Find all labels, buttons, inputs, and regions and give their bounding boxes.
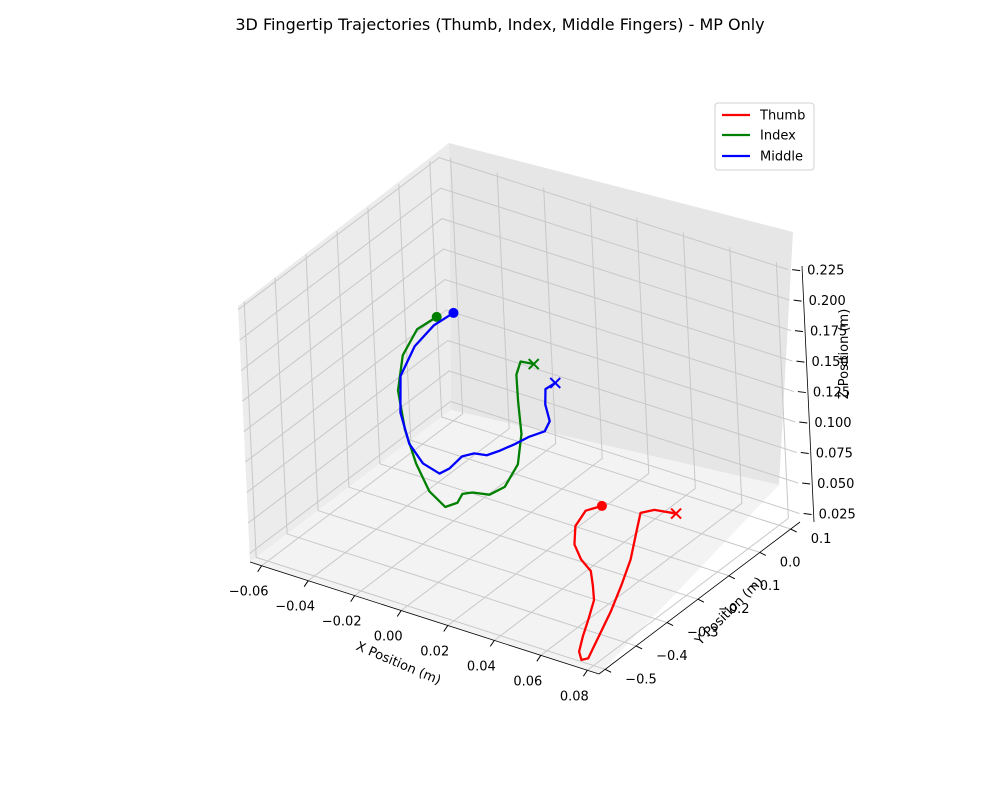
x-tick-label: −0.06: [229, 585, 269, 600]
z-tick-label: 0.050: [817, 477, 854, 492]
x-tick-label: 0.02: [420, 644, 449, 659]
left-pane: [238, 143, 451, 562]
legend-label-index: Index: [760, 129, 796, 144]
z-tick-label: 0.125: [813, 386, 850, 401]
grid-line-y: [398, 184, 760, 553]
z-tick: [794, 330, 804, 333]
z-tick: [797, 391, 806, 394]
end-marker-index: [528, 358, 540, 370]
grid-line-z: [249, 400, 800, 554]
y-tick-label: 0.1: [811, 532, 832, 547]
y-tick: [666, 622, 674, 627]
grid-line-z: [237, 157, 789, 311]
grid-line-z: [240, 218, 792, 372]
x-tick: [257, 565, 263, 573]
start-marker-thumb: [596, 500, 607, 511]
z-tick-label: 0.025: [819, 507, 856, 522]
series-line-thumb: [573, 504, 678, 661]
z-axis-label: Z Position (m): [837, 309, 852, 400]
trajectories: [396, 307, 682, 661]
y-tick: [697, 598, 705, 603]
z-tick: [803, 512, 812, 515]
end-marker-middle: [549, 377, 561, 389]
grid-line-z: [239, 187, 790, 341]
series-line-middle: [399, 311, 557, 475]
y-tick: [604, 668, 612, 673]
z-tick-label: 0.225: [807, 264, 844, 279]
grid-line-z: [243, 279, 795, 432]
y-tick: [790, 528, 797, 533]
chart-title: 3D Fingertip Trajectories (Thumb, Index,…: [235, 15, 764, 34]
x-tick: [489, 640, 495, 647]
x-tick-label: 0.08: [560, 689, 589, 704]
y-tick-label: 0.0: [780, 555, 801, 570]
z-tick: [802, 482, 811, 485]
legend-label-middle: Middle: [760, 150, 803, 165]
z-tick-label: 0.200: [809, 294, 846, 309]
x-tick-label: 0.06: [513, 674, 542, 689]
z-tick: [792, 269, 801, 272]
y-tick: [635, 645, 643, 650]
x-tick-label: 0.04: [467, 659, 496, 674]
grid-line-x: [307, 172, 510, 582]
z-tick: [800, 452, 809, 455]
x-tick-label: −0.02: [322, 615, 362, 630]
grid-line-x: [447, 217, 650, 626]
y-axis-line: [598, 521, 801, 675]
z-tick-label: 0.100: [814, 416, 851, 431]
grid-lines: [237, 157, 800, 671]
start-marker-index: [431, 311, 442, 322]
z-tick: [799, 421, 808, 424]
y-tick-label: −0.2: [718, 602, 750, 617]
end-marker-thumb: [670, 507, 682, 520]
grid-line-y: [274, 277, 637, 647]
grid-line-y: [243, 301, 606, 670]
axes: −0.06 −0.04 −0.02 0.00 0.02 0.04 0.06 0.08 −0.5 −…: [229, 264, 856, 705]
grid-line-x: [493, 232, 696, 641]
grid-line-y: [367, 207, 730, 577]
z-tick-label: 0.150: [811, 355, 848, 370]
x-tick: [443, 625, 449, 632]
x-tick: [350, 595, 356, 602]
x-tick: [582, 669, 588, 677]
series-line-index: [396, 315, 535, 509]
x-tick: [303, 580, 309, 587]
z-tick-label: 0.075: [816, 447, 853, 462]
grid-line-z: [247, 370, 799, 524]
y-tick-label: −0.3: [687, 626, 719, 641]
x-tick-label: 0.00: [374, 630, 403, 645]
y-tick-label: −0.4: [656, 649, 688, 664]
start-marker-middle: [448, 307, 459, 318]
z-tick: [793, 299, 802, 302]
grid-line-x: [261, 157, 464, 567]
legend-label-thumb: Thumb: [759, 109, 805, 124]
grid-line-z: [242, 248, 793, 402]
y-tick-label: −0.1: [749, 579, 781, 594]
grid-line-x: [400, 202, 603, 611]
y-tick: [728, 575, 736, 580]
z-tick: [796, 360, 805, 363]
z-axis-line: [801, 265, 815, 523]
y-tick: [759, 551, 767, 556]
grid-line-z: [246, 339, 797, 493]
x-tick: [536, 655, 542, 662]
y-tick-label: −0.5: [625, 672, 657, 687]
grid-line-x: [540, 247, 743, 656]
y-axis-label: Y Position (m): [692, 575, 767, 650]
z-tick-label: 0.175: [810, 325, 847, 340]
grid-line-y: [305, 254, 668, 624]
x-tick: [396, 610, 402, 617]
x-tick-label: −0.04: [275, 600, 315, 615]
grid-line-y: [429, 160, 791, 530]
legend: Thumb Index Middle: [714, 102, 815, 171]
grid-line-x: [587, 262, 789, 671]
floor-pane: [250, 410, 779, 674]
grid-line-x: [354, 187, 557, 596]
grid-line-z: [245, 309, 796, 463]
back-pane: [449, 143, 793, 485]
